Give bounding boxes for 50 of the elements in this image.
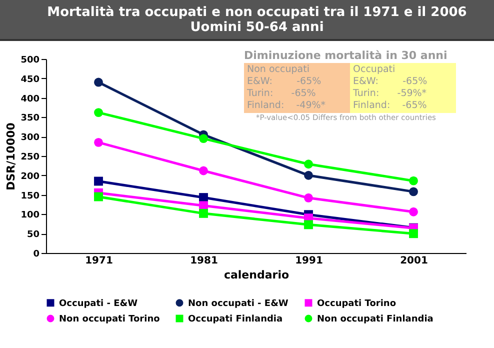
- y-tick-label: 100: [20, 210, 40, 221]
- x-axis-title: calendario: [224, 268, 290, 282]
- x-tick-label: 2001: [400, 256, 428, 266]
- chart-subtitle: Uomini 50-64 anni: [189, 20, 325, 35]
- point: [304, 170, 313, 180]
- y-tick-label: 300: [20, 133, 40, 144]
- y-tick-label: 500: [20, 56, 40, 66]
- x-tick-label: 1981: [190, 256, 218, 266]
- y-tick-label: 350: [20, 114, 40, 124]
- legend-label: Non occupati - E&W: [188, 298, 288, 309]
- annotation: E&W: -65%: [353, 76, 428, 88]
- point: [304, 193, 313, 202]
- legend-label: Non occupati Finlandia: [317, 314, 434, 324]
- point: [94, 192, 103, 202]
- y-tick-label: 250: [20, 152, 40, 162]
- y-tick-label: 450: [20, 74, 40, 85]
- x-tick-label: 1971: [85, 256, 113, 266]
- y-tick-label: 200: [20, 172, 40, 182]
- y-tick-label: 150: [20, 191, 40, 202]
- chart-title: Mortalità tra occupati e non occupati tra il 1971 e il 2006: [46, 5, 468, 20]
- point: [199, 166, 208, 176]
- annotation: Finland: -49%*: [247, 100, 327, 112]
- point: [409, 207, 418, 216]
- x-tick-label: 1991: [295, 256, 323, 266]
- legend-label: Occupati - E&W: [59, 298, 138, 309]
- point: [304, 220, 313, 230]
- y-axis-title: DSR/10000: [4, 122, 18, 190]
- point: [199, 134, 208, 144]
- annotation: Occupati: [353, 64, 396, 76]
- annotation: Finland: -65%: [353, 100, 428, 112]
- legend-label: Non occupati Torino: [59, 314, 160, 324]
- legend-label: Occupati Torino: [317, 298, 396, 309]
- legend-label: Occupati Finlandia: [188, 314, 283, 324]
- point: [409, 229, 418, 238]
- point: [94, 108, 103, 118]
- point: [94, 78, 103, 87]
- point: [304, 160, 313, 169]
- annotation: E&W: -65%: [247, 76, 322, 88]
- y-tick-label: 0: [33, 250, 40, 260]
- annotation: Non occupati: [247, 64, 310, 76]
- y-tick-label: 400: [20, 94, 40, 104]
- y-tick-label: 50: [26, 230, 40, 240]
- annotation: Diminuzione mortalità in 30 anni: [244, 49, 448, 62]
- annotation: Turin: -59%*: [353, 88, 428, 100]
- point: [94, 138, 103, 147]
- point: [199, 208, 208, 218]
- point: [409, 187, 418, 196]
- point: [409, 176, 418, 186]
- annotation: Turin: -65%: [247, 88, 317, 100]
- point: [94, 176, 103, 186]
